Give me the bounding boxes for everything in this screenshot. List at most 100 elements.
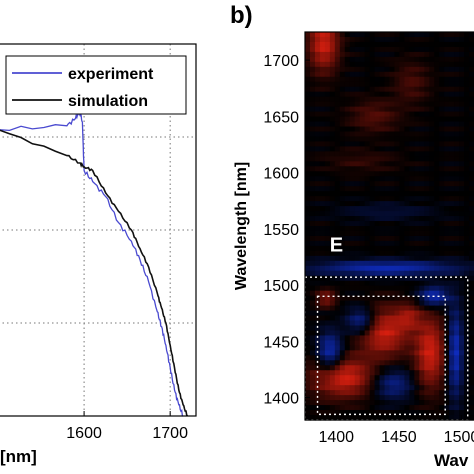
heatmap-cell [305, 32, 311, 38]
heatmap-cell [414, 325, 420, 332]
heatmap-cell [429, 201, 435, 207]
heatmap-cell [404, 260, 410, 267]
heatmap-cell [324, 126, 331, 133]
heatmap-cell [429, 250, 435, 257]
heatmap-cell [414, 156, 420, 162]
heatmap-cell [454, 310, 460, 317]
heatmap-cell [314, 335, 321, 342]
heatmap-cell [409, 415, 415, 421]
heatmap-cell [354, 295, 361, 302]
heatmap-cell [419, 156, 425, 162]
heatmap-cell [419, 280, 425, 287]
heatmap-cell [379, 66, 386, 73]
heatmap-cell [414, 305, 420, 312]
heatmap-cell [354, 126, 361, 133]
heatmap-cell [329, 91, 336, 98]
heatmap-cell [444, 126, 450, 133]
heatmap-cell [305, 370, 311, 376]
heatmap-cell [429, 176, 435, 182]
heatmap-cell [314, 186, 321, 192]
heatmap-cell [444, 91, 450, 98]
heatmap-cell [414, 46, 420, 53]
heatmap-cell [374, 126, 381, 133]
heatmap-cell [379, 320, 386, 327]
heatmap-cell [374, 36, 381, 43]
heatmap-cell [324, 360, 331, 366]
heatmap-cell [399, 245, 406, 252]
dotted-region-1 [316, 295, 446, 416]
heatmap-cell [404, 76, 410, 83]
heatmap-cell [399, 116, 406, 123]
heatmap-cell [369, 285, 376, 292]
heatmap-cell [439, 405, 445, 411]
heatmap-cell [414, 201, 420, 207]
heatmap-cell [409, 86, 415, 93]
heatmap-cell [329, 121, 336, 128]
heatmap-cell [379, 191, 386, 197]
heatmap-cell [334, 91, 341, 98]
heatmap-cell [434, 121, 440, 128]
heatmap-cell [374, 340, 381, 346]
heatmap-cell [305, 230, 311, 237]
heatmap-cell [369, 330, 376, 337]
heatmap-cell [404, 136, 410, 143]
heatmap-cell [359, 176, 366, 182]
heatmap-cell [399, 415, 406, 421]
heatmap-cell [309, 335, 316, 342]
heatmap-cell [454, 176, 460, 182]
heatmap-cell [389, 280, 396, 287]
heatmap-cell [389, 335, 396, 342]
heatmap-cell [414, 365, 420, 371]
heatmap-cell [414, 235, 420, 242]
heatmap-cell [389, 61, 396, 68]
heatmap-cell [354, 176, 361, 182]
heatmap-cell [324, 385, 331, 391]
heatmap-cell [384, 230, 391, 237]
heatmap-cell [344, 111, 351, 118]
heatmap-cell [469, 76, 474, 83]
heatmap-cell [314, 270, 321, 277]
heatmap-cell [404, 365, 410, 371]
heatmap-cell [364, 320, 371, 327]
heatmap-cell [384, 41, 391, 48]
heatmap-cell [384, 201, 391, 207]
heatmap-cell [419, 86, 425, 93]
heatmap-cell [434, 211, 440, 217]
heatmap-cell [399, 51, 406, 58]
heatmap-cell [394, 56, 401, 63]
heatmap-cell [429, 275, 435, 282]
heatmap-cell [404, 330, 410, 337]
heatmap-cell [414, 56, 420, 63]
heatmap-cell [329, 41, 336, 48]
heatmap-cell [359, 46, 366, 53]
heatmap-cell [419, 265, 425, 272]
heatmap-cell [409, 350, 415, 356]
heatmap-cell [429, 260, 435, 267]
heatmap-cell [354, 71, 361, 78]
heatmap-cell [314, 300, 321, 307]
heatmap-cell [379, 315, 386, 322]
heatmap-cell [409, 91, 415, 98]
heatmap-cell [384, 146, 391, 152]
heatmap-cell [359, 121, 366, 128]
heatmap-cell [359, 211, 366, 217]
heatmap-cell [374, 66, 381, 73]
heatmap-cell [384, 111, 391, 118]
heatmap-cell [319, 181, 326, 187]
heatmap-cell [339, 230, 346, 237]
heatmap-cell [379, 235, 386, 242]
heatmap-cell [324, 156, 331, 162]
heatmap-cell [389, 146, 396, 152]
panel-label-b: b) [230, 2, 253, 29]
heatmap-cell [344, 116, 351, 123]
heatmap-cell [469, 310, 474, 317]
heatmap-cell [324, 370, 331, 376]
heatmap-cell [354, 206, 361, 212]
heatmap-cell [409, 121, 415, 128]
heatmap-cell [414, 310, 420, 317]
heatmap-cell [324, 255, 331, 262]
heatmap-cell [459, 360, 465, 366]
heatmap-cell [424, 345, 430, 351]
heatmap-cell [305, 315, 311, 322]
heatmap-cell [354, 151, 361, 157]
